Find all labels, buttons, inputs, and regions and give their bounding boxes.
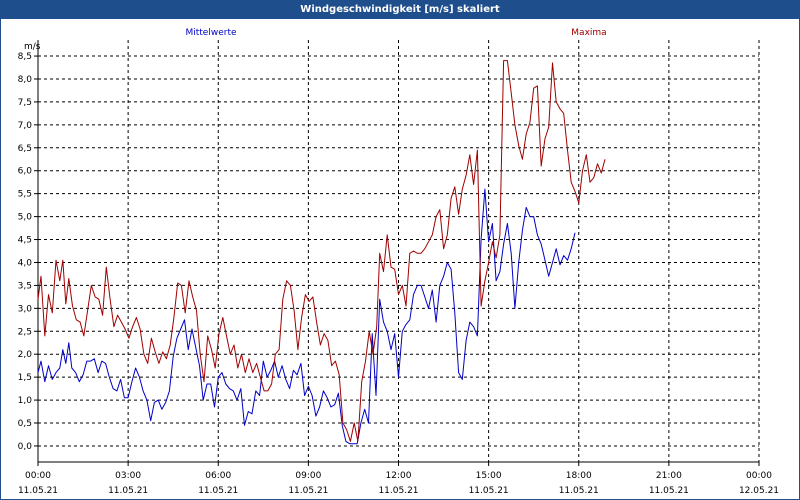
x-tick-label-time: 21:00	[656, 471, 682, 481]
x-tick-label-date: 11.05.21	[288, 486, 328, 496]
x-tick-label-time: 03:00	[115, 471, 141, 481]
x-tick-label-date: 11.05.21	[469, 486, 509, 496]
x-tick-label-date: 11.05.21	[649, 486, 689, 496]
series-line-maxima	[37, 60, 606, 442]
y-tick-label: 6,0	[18, 167, 33, 177]
x-tick-label-date: 12.05.21	[739, 486, 779, 496]
x-tick-label-date: 11.05.21	[108, 486, 148, 496]
x-tick-label-time: 09:00	[295, 471, 321, 481]
legend-maxima: Maxima	[571, 28, 606, 38]
x-tick-label-time: 06:00	[205, 471, 231, 481]
axis-layer: 0,0 0,5 1,0 1,5 2,0 2,5 3,0 3,5 4,0 4,5 5,0 5,5 6,0 6…	[18, 40, 779, 496]
x-tick-label-date: 11.05.21	[378, 486, 418, 496]
y-tick-label: 5,5	[18, 190, 32, 200]
y-tick-label: 4,0	[18, 258, 33, 268]
grid-layer	[37, 40, 760, 462]
y-tick-label: 2,0	[18, 350, 33, 360]
y-tick-label: 7,5	[18, 98, 32, 108]
y-tick-label: 1,0	[18, 396, 33, 406]
y-tick-label: 4,5	[18, 236, 32, 246]
y-tick-label: 6,5	[18, 144, 32, 154]
y-tick-label: 8,5	[18, 52, 32, 62]
x-tick-label-date: 11.05.21	[559, 486, 599, 496]
x-tick-label-time: 00:00	[25, 471, 51, 481]
x-tick-label-time: 00:00	[746, 471, 772, 481]
x-tick-label-date: 11.05.21	[18, 486, 58, 496]
x-tick-label-time: 15:00	[476, 471, 502, 481]
x-tick-label-time: 18:00	[566, 471, 592, 481]
y-tick-label: 3,0	[18, 304, 33, 314]
y-tick-label: 1,5	[18, 373, 32, 383]
y-tick-label: 2,5	[18, 327, 32, 337]
y-tick-label: 8,0	[18, 75, 33, 85]
y-tick-label: 3,5	[18, 281, 32, 291]
x-tick-label-date: 11.05.21	[198, 486, 238, 496]
y-tick-label: 0,0	[18, 442, 33, 452]
window-title: Windgeschwindigkeit [m/s] skaliert	[1, 1, 799, 19]
y-tick-label: 0,5	[18, 419, 32, 429]
y-axis-label: m/s	[24, 42, 41, 52]
legend-mittelwerte: Mittelwerte	[185, 28, 236, 38]
y-tick-label: 7,0	[18, 121, 33, 131]
series-line-mittelwerte	[37, 188, 576, 445]
series-layer	[37, 60, 606, 445]
x-tick-label-time: 12:00	[386, 471, 412, 481]
y-tick-label: 5,0	[18, 213, 33, 223]
